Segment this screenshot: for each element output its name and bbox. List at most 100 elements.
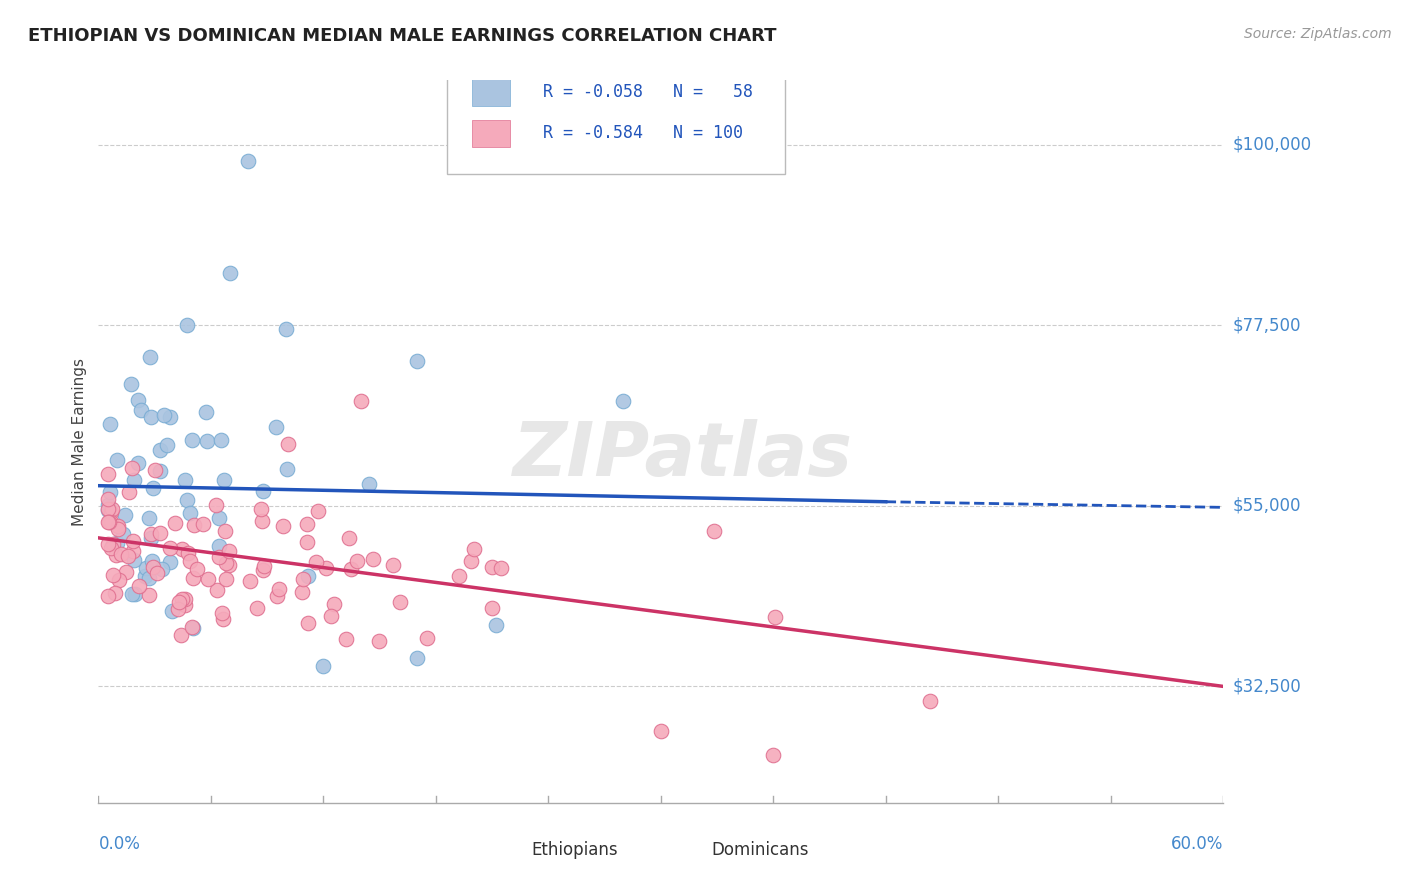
Point	[277, 437, 299, 451]
Point	[239, 574, 262, 589]
Text: $100,000: $100,000	[1233, 136, 1312, 153]
Point	[491, 560, 513, 574]
Point	[485, 618, 508, 632]
Point	[218, 543, 240, 558]
Point	[246, 600, 269, 615]
Point	[159, 541, 181, 555]
Point	[121, 543, 143, 558]
Point	[406, 354, 429, 368]
Point	[295, 517, 318, 532]
Point	[218, 558, 240, 573]
Point	[170, 592, 193, 607]
Point	[191, 516, 214, 531]
Point	[139, 350, 162, 364]
Point	[762, 747, 785, 762]
Point	[110, 547, 132, 561]
Point	[174, 473, 197, 487]
Point	[127, 456, 149, 470]
Point	[207, 539, 229, 553]
Text: $77,500: $77,500	[1233, 316, 1301, 334]
Point	[145, 566, 167, 580]
Point	[114, 565, 136, 579]
Point	[111, 527, 134, 541]
Point	[120, 376, 142, 391]
Point	[273, 519, 295, 533]
Point	[335, 632, 357, 646]
Point	[107, 519, 129, 533]
Point	[124, 587, 146, 601]
Text: $55,000: $55,000	[1233, 497, 1301, 515]
Point	[97, 589, 120, 603]
Point	[100, 515, 122, 529]
Point	[177, 546, 200, 560]
Point	[337, 531, 360, 545]
Point	[463, 542, 485, 557]
Point	[612, 394, 634, 409]
Point	[159, 555, 181, 569]
Point	[292, 572, 315, 586]
Point	[238, 153, 260, 168]
FancyBboxPatch shape	[472, 120, 510, 147]
Point	[179, 554, 201, 568]
Point	[305, 555, 328, 569]
Point	[138, 571, 160, 585]
Point	[97, 516, 120, 530]
Point	[307, 503, 329, 517]
Point	[97, 502, 120, 516]
Point	[297, 568, 319, 582]
Point	[207, 583, 229, 598]
Point	[143, 463, 166, 477]
Point	[149, 526, 172, 541]
Point	[218, 266, 240, 280]
Text: 60.0%: 60.0%	[1171, 835, 1223, 853]
Point	[97, 537, 120, 551]
Point	[117, 549, 139, 563]
Point	[180, 620, 202, 634]
Point	[141, 526, 163, 541]
Text: Ethiopians: Ethiopians	[531, 841, 619, 859]
Point	[138, 588, 160, 602]
Point	[481, 600, 503, 615]
Point	[135, 560, 157, 574]
Point	[211, 606, 233, 620]
Point	[208, 550, 231, 565]
Point	[118, 484, 141, 499]
Point	[97, 516, 120, 530]
Point	[121, 460, 143, 475]
Point	[181, 621, 204, 635]
Point	[152, 409, 174, 423]
Y-axis label: Median Male Earnings: Median Male Earnings	[72, 358, 87, 525]
Point	[449, 568, 471, 582]
Point	[105, 548, 128, 562]
Text: Source: ZipAtlas.com: Source: ZipAtlas.com	[1244, 27, 1392, 41]
Point	[156, 438, 179, 452]
Point	[128, 579, 150, 593]
Point	[141, 553, 163, 567]
Point	[276, 462, 298, 476]
Point	[321, 609, 343, 624]
Point	[170, 628, 193, 642]
Point	[150, 562, 173, 576]
Point	[141, 481, 163, 495]
Text: 0.0%: 0.0%	[98, 835, 141, 853]
Point	[297, 534, 319, 549]
Point	[252, 483, 274, 498]
Point	[460, 553, 482, 567]
Point	[481, 560, 503, 574]
FancyBboxPatch shape	[675, 833, 709, 866]
Point	[264, 419, 287, 434]
Point	[122, 553, 145, 567]
Point	[101, 568, 124, 582]
Point	[323, 597, 346, 611]
Point	[100, 541, 122, 555]
Point	[149, 442, 172, 457]
Point	[169, 595, 191, 609]
Point	[180, 433, 202, 447]
Point	[141, 531, 163, 545]
Point	[163, 516, 186, 530]
Text: Dominicans: Dominicans	[711, 841, 808, 859]
Point	[97, 498, 120, 512]
Point	[97, 467, 120, 482]
Point	[121, 586, 143, 600]
Point	[381, 558, 404, 573]
